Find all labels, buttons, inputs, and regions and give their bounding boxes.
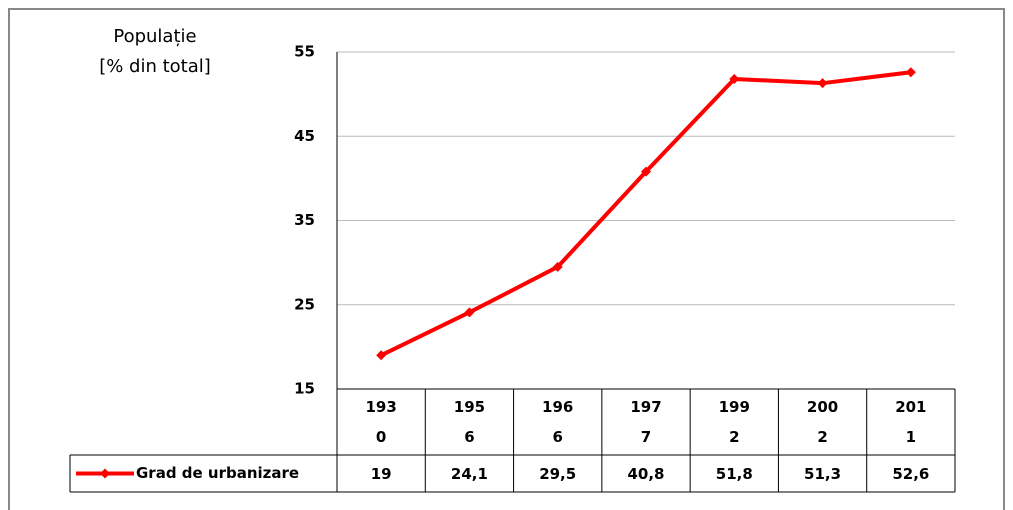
- marker: [729, 73, 740, 84]
- x-tick-label: 1930: [365, 398, 397, 446]
- x-tick-label: 1966: [542, 398, 574, 446]
- data-label: 51,8: [715, 464, 753, 483]
- y-tick-label: 15: [294, 380, 315, 398]
- x-tick-label: 2011: [895, 398, 927, 446]
- data-label: 24,1: [450, 464, 488, 483]
- x-tick-label: 1956: [453, 398, 486, 446]
- data-label: 19: [370, 464, 392, 483]
- y-tick-label: 45: [294, 127, 315, 145]
- y-tick-label: 35: [294, 211, 315, 229]
- marker: [552, 261, 563, 272]
- marker: [641, 166, 651, 177]
- data-label: 51,3: [804, 464, 842, 483]
- line-series: [380, 70, 912, 358]
- marker: [817, 78, 828, 89]
- legend-label: Grad de urbanizare: [136, 464, 299, 482]
- x-tick-label: 2002: [806, 398, 839, 446]
- marker: [905, 67, 916, 78]
- marker: [376, 350, 387, 361]
- x-tick-label: 1992: [718, 398, 750, 446]
- x-tick-label: 1977: [630, 398, 662, 446]
- legend-marker: [100, 468, 110, 479]
- y-tick-label: 55: [294, 43, 315, 61]
- y-axis-label-line: Populație: [113, 26, 197, 47]
- data-label: 40,8: [627, 464, 665, 483]
- data-label: 29,5: [539, 464, 577, 483]
- y-axis-label-line: [% din total]: [99, 56, 211, 77]
- data-label: 52,6: [892, 464, 930, 483]
- marker: [464, 307, 475, 318]
- frame: [8, 8, 1005, 510]
- y-axis-label: Populație [% din total]: [60, 22, 250, 82]
- y-tick-label: 25: [294, 295, 315, 313]
